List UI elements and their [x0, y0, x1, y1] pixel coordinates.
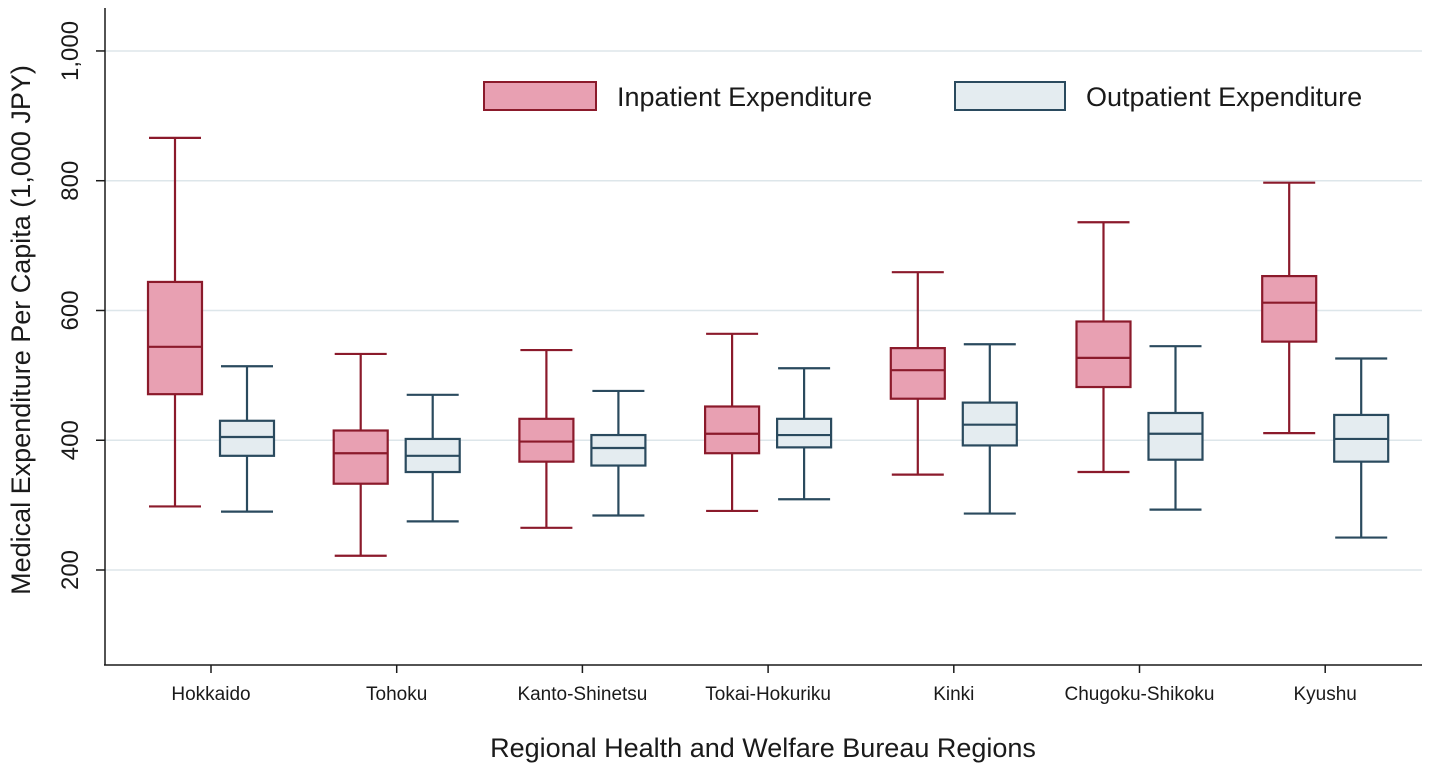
y-tick-label-200: 200: [57, 550, 84, 590]
legend-label-inpatient: Inpatient Expenditure: [617, 82, 872, 112]
legend: Inpatient Expenditure Outpatient Expendi…: [483, 81, 1362, 112]
outpatient-box-tokai-hokuriku: [775, 367, 833, 501]
iqr-box: [889, 347, 946, 400]
inpatient-box-chugoku-shikoku: [1075, 221, 1132, 474]
inpatient-box-tohoku: [332, 352, 389, 557]
inpatient-box-kyushu: [1261, 181, 1318, 435]
legend-swatch-outpatient: [954, 81, 1066, 111]
iqr-box: [1075, 320, 1132, 389]
outpatient-box-hokkaido: [218, 365, 276, 513]
iqr-box: [218, 419, 276, 457]
axes: [104, 8, 1422, 673]
iqr-box: [703, 405, 761, 455]
inpatient-box-kinki: [889, 271, 946, 476]
y-tick-label-400: 400: [57, 420, 84, 460]
x-tick-label-kanto-shinetsu: Kanto-Shinetsu: [517, 684, 647, 705]
x-tick-label-tohoku: Tohoku: [366, 684, 427, 705]
x-tick-labels: Hokkaido Tohoku Kanto-Shinetsu Tokai-Hokuri…: [171, 684, 1356, 705]
iqr-box: [590, 433, 647, 467]
legend-label-outpatient: Outpatient Expenditure: [1086, 82, 1362, 112]
boxes: [146, 136, 1390, 557]
outpatient-box-kinki: [961, 343, 1018, 515]
iqr-box: [1261, 274, 1318, 343]
x-tick-label-kyushu: Kyushu: [1294, 684, 1357, 705]
outpatient-box-kanto-shinetsu: [590, 389, 647, 517]
x-tick-label-hokkaido: Hokkaido: [171, 684, 250, 705]
iqr-box: [775, 417, 833, 449]
y-axis-title: Medical Expenditure Per Capita (1,000 JP…: [6, 65, 36, 595]
x-tick-label-chugoku-shikoku: Chugoku-Shikoku: [1065, 684, 1215, 705]
iqr-box: [146, 280, 204, 396]
y-tick-label-600: 600: [57, 290, 84, 330]
y-tick-label-1000: 1,000: [57, 21, 84, 81]
y-ticks: 200 400 600 800 1,000: [57, 21, 105, 590]
iqr-box: [1147, 411, 1204, 461]
x-tick-label-kinki: Kinki: [933, 684, 974, 705]
x-axis-title: Regional Health and Welfare Bureau Regio…: [490, 733, 1036, 763]
x-tick-label-tokai-hokuriku: Tokai-Hokuriku: [705, 684, 831, 705]
grid-lines: [105, 50, 1422, 571]
legend-swatch-inpatient: [483, 81, 597, 111]
outpatient-box-chugoku-shikoku: [1147, 345, 1204, 511]
outpatient-box-kyushu: [1333, 357, 1390, 539]
inpatient-box-tokai-hokuriku: [703, 332, 761, 513]
inpatient-box-hokkaido: [146, 136, 204, 508]
inpatient-box-kanto-shinetsu: [518, 348, 575, 529]
y-tick-label-800: 800: [57, 161, 84, 201]
iqr-box: [332, 429, 389, 485]
iqr-box: [518, 417, 575, 463]
outpatient-box-tohoku: [404, 393, 461, 523]
